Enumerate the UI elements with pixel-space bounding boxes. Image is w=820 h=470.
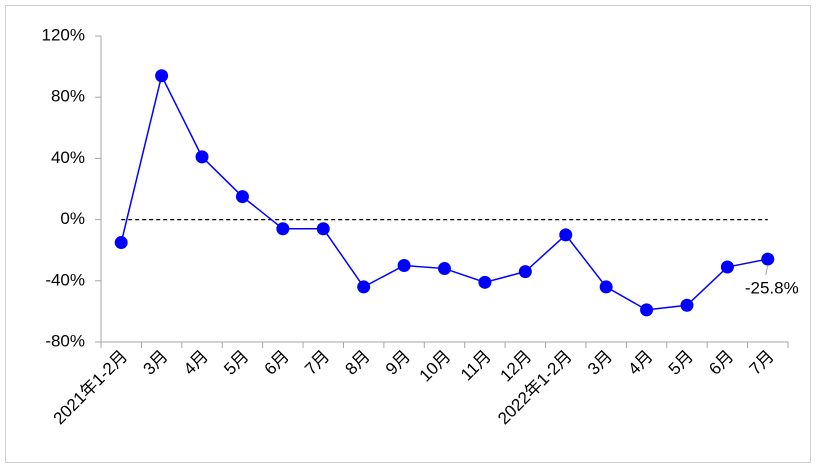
chart-border bbox=[5, 5, 811, 463]
y-tick-label: 0% bbox=[60, 209, 85, 228]
point bbox=[761, 252, 775, 266]
point bbox=[478, 275, 492, 289]
point bbox=[438, 262, 451, 276]
point bbox=[720, 260, 734, 274]
point bbox=[357, 280, 371, 294]
y-tick-label: 120% bbox=[42, 25, 85, 44]
point bbox=[599, 280, 613, 294]
point bbox=[316, 222, 330, 236]
y-tick-label: 40% bbox=[51, 148, 85, 167]
label-leader bbox=[765, 264, 769, 276]
point bbox=[680, 298, 694, 312]
point bbox=[195, 150, 209, 164]
point bbox=[276, 222, 290, 236]
point bbox=[397, 259, 411, 272]
point bbox=[155, 69, 169, 83]
point bbox=[518, 265, 532, 279]
data-label: -25.8% bbox=[745, 279, 799, 298]
point bbox=[114, 236, 128, 250]
point bbox=[235, 190, 249, 204]
y-tick-label: -80% bbox=[45, 331, 85, 350]
point bbox=[640, 303, 654, 317]
y-tick-label: 80% bbox=[51, 87, 85, 106]
point bbox=[559, 228, 573, 242]
y-tick-label: -40% bbox=[45, 270, 85, 289]
